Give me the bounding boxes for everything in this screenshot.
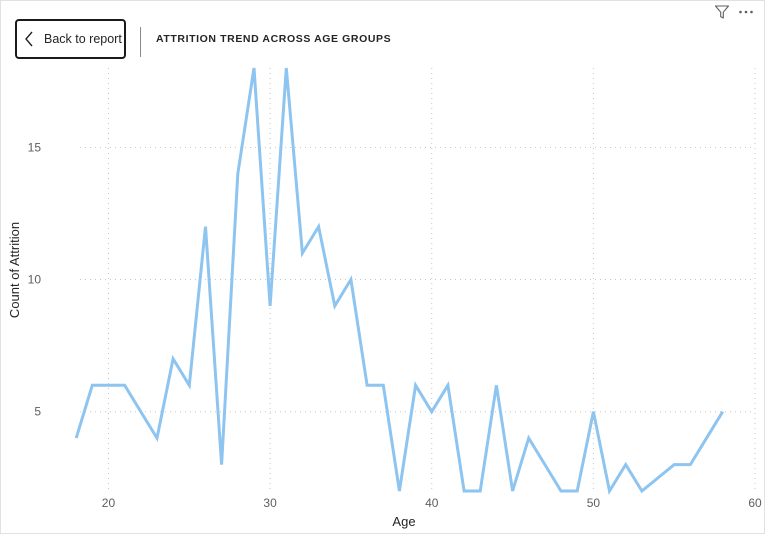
y-tick-label: 5 xyxy=(34,405,41,419)
data-point[interactable] xyxy=(74,436,78,440)
x-tick-label: 50 xyxy=(587,496,601,510)
data-point[interactable] xyxy=(543,463,547,467)
data-point[interactable] xyxy=(236,172,240,176)
data-point[interactable] xyxy=(139,410,143,414)
series-layer xyxy=(74,66,725,496)
series-line[interactable] xyxy=(74,67,724,496)
data-point[interactable] xyxy=(155,436,159,440)
data-point[interactable] xyxy=(252,66,256,70)
data-point[interactable] xyxy=(462,489,466,493)
y-tick-label: 15 xyxy=(28,140,42,154)
chevron-left-icon xyxy=(19,21,39,57)
visual-header-icons xyxy=(712,3,756,21)
x-tick-label: 40 xyxy=(425,496,439,510)
data-point[interactable] xyxy=(575,489,579,493)
x-tick-label: 20 xyxy=(102,496,116,510)
data-point[interactable] xyxy=(365,383,369,387)
data-point[interactable] xyxy=(204,225,208,229)
y-tick-label: 10 xyxy=(28,273,42,287)
data-point[interactable] xyxy=(171,357,175,361)
data-point[interactable] xyxy=(494,383,498,387)
data-point[interactable] xyxy=(511,489,515,493)
data-point[interactable] xyxy=(268,304,272,308)
gridlines xyxy=(80,68,756,491)
data-point[interactable] xyxy=(220,463,224,467)
data-point[interactable] xyxy=(640,489,644,493)
back-to-report-label: Back to report xyxy=(44,32,122,46)
data-point[interactable] xyxy=(688,463,692,467)
data-point[interactable] xyxy=(478,489,482,493)
x-tick-label: 60 xyxy=(748,496,762,510)
data-point[interactable] xyxy=(333,304,337,308)
data-point[interactable] xyxy=(721,410,725,414)
data-point[interactable] xyxy=(90,383,94,387)
data-point[interactable] xyxy=(300,251,304,255)
data-point[interactable] xyxy=(284,66,288,70)
x-axis-title: Age xyxy=(392,514,415,529)
data-point[interactable] xyxy=(107,383,111,387)
data-point[interactable] xyxy=(349,278,353,282)
data-point[interactable] xyxy=(672,463,676,467)
data-point[interactable] xyxy=(608,489,612,493)
data-point[interactable] xyxy=(414,383,418,387)
header-divider xyxy=(140,27,141,57)
back-to-report-button[interactable]: Back to report xyxy=(15,19,126,59)
data-point[interactable] xyxy=(397,489,401,493)
data-point[interactable] xyxy=(430,410,434,414)
x-tick-label: 30 xyxy=(263,496,277,510)
filter-icon[interactable] xyxy=(712,3,732,21)
data-point[interactable] xyxy=(123,383,127,387)
more-options-icon[interactable] xyxy=(736,3,756,21)
data-point[interactable] xyxy=(187,383,191,387)
data-point[interactable] xyxy=(446,383,450,387)
x-axis: 20 30 40 50 60 xyxy=(102,496,762,510)
y-axis: 5 10 15 xyxy=(28,140,42,418)
data-point[interactable] xyxy=(559,489,563,493)
data-point[interactable] xyxy=(527,436,531,440)
chart-title: ATTRITION TREND ACROSS AGE GROUPS xyxy=(156,33,392,45)
data-point[interactable] xyxy=(317,225,321,229)
data-point[interactable] xyxy=(381,383,385,387)
y-axis-title: Count of Attrition xyxy=(7,222,22,318)
data-point[interactable] xyxy=(591,410,595,414)
data-point[interactable] xyxy=(624,463,628,467)
